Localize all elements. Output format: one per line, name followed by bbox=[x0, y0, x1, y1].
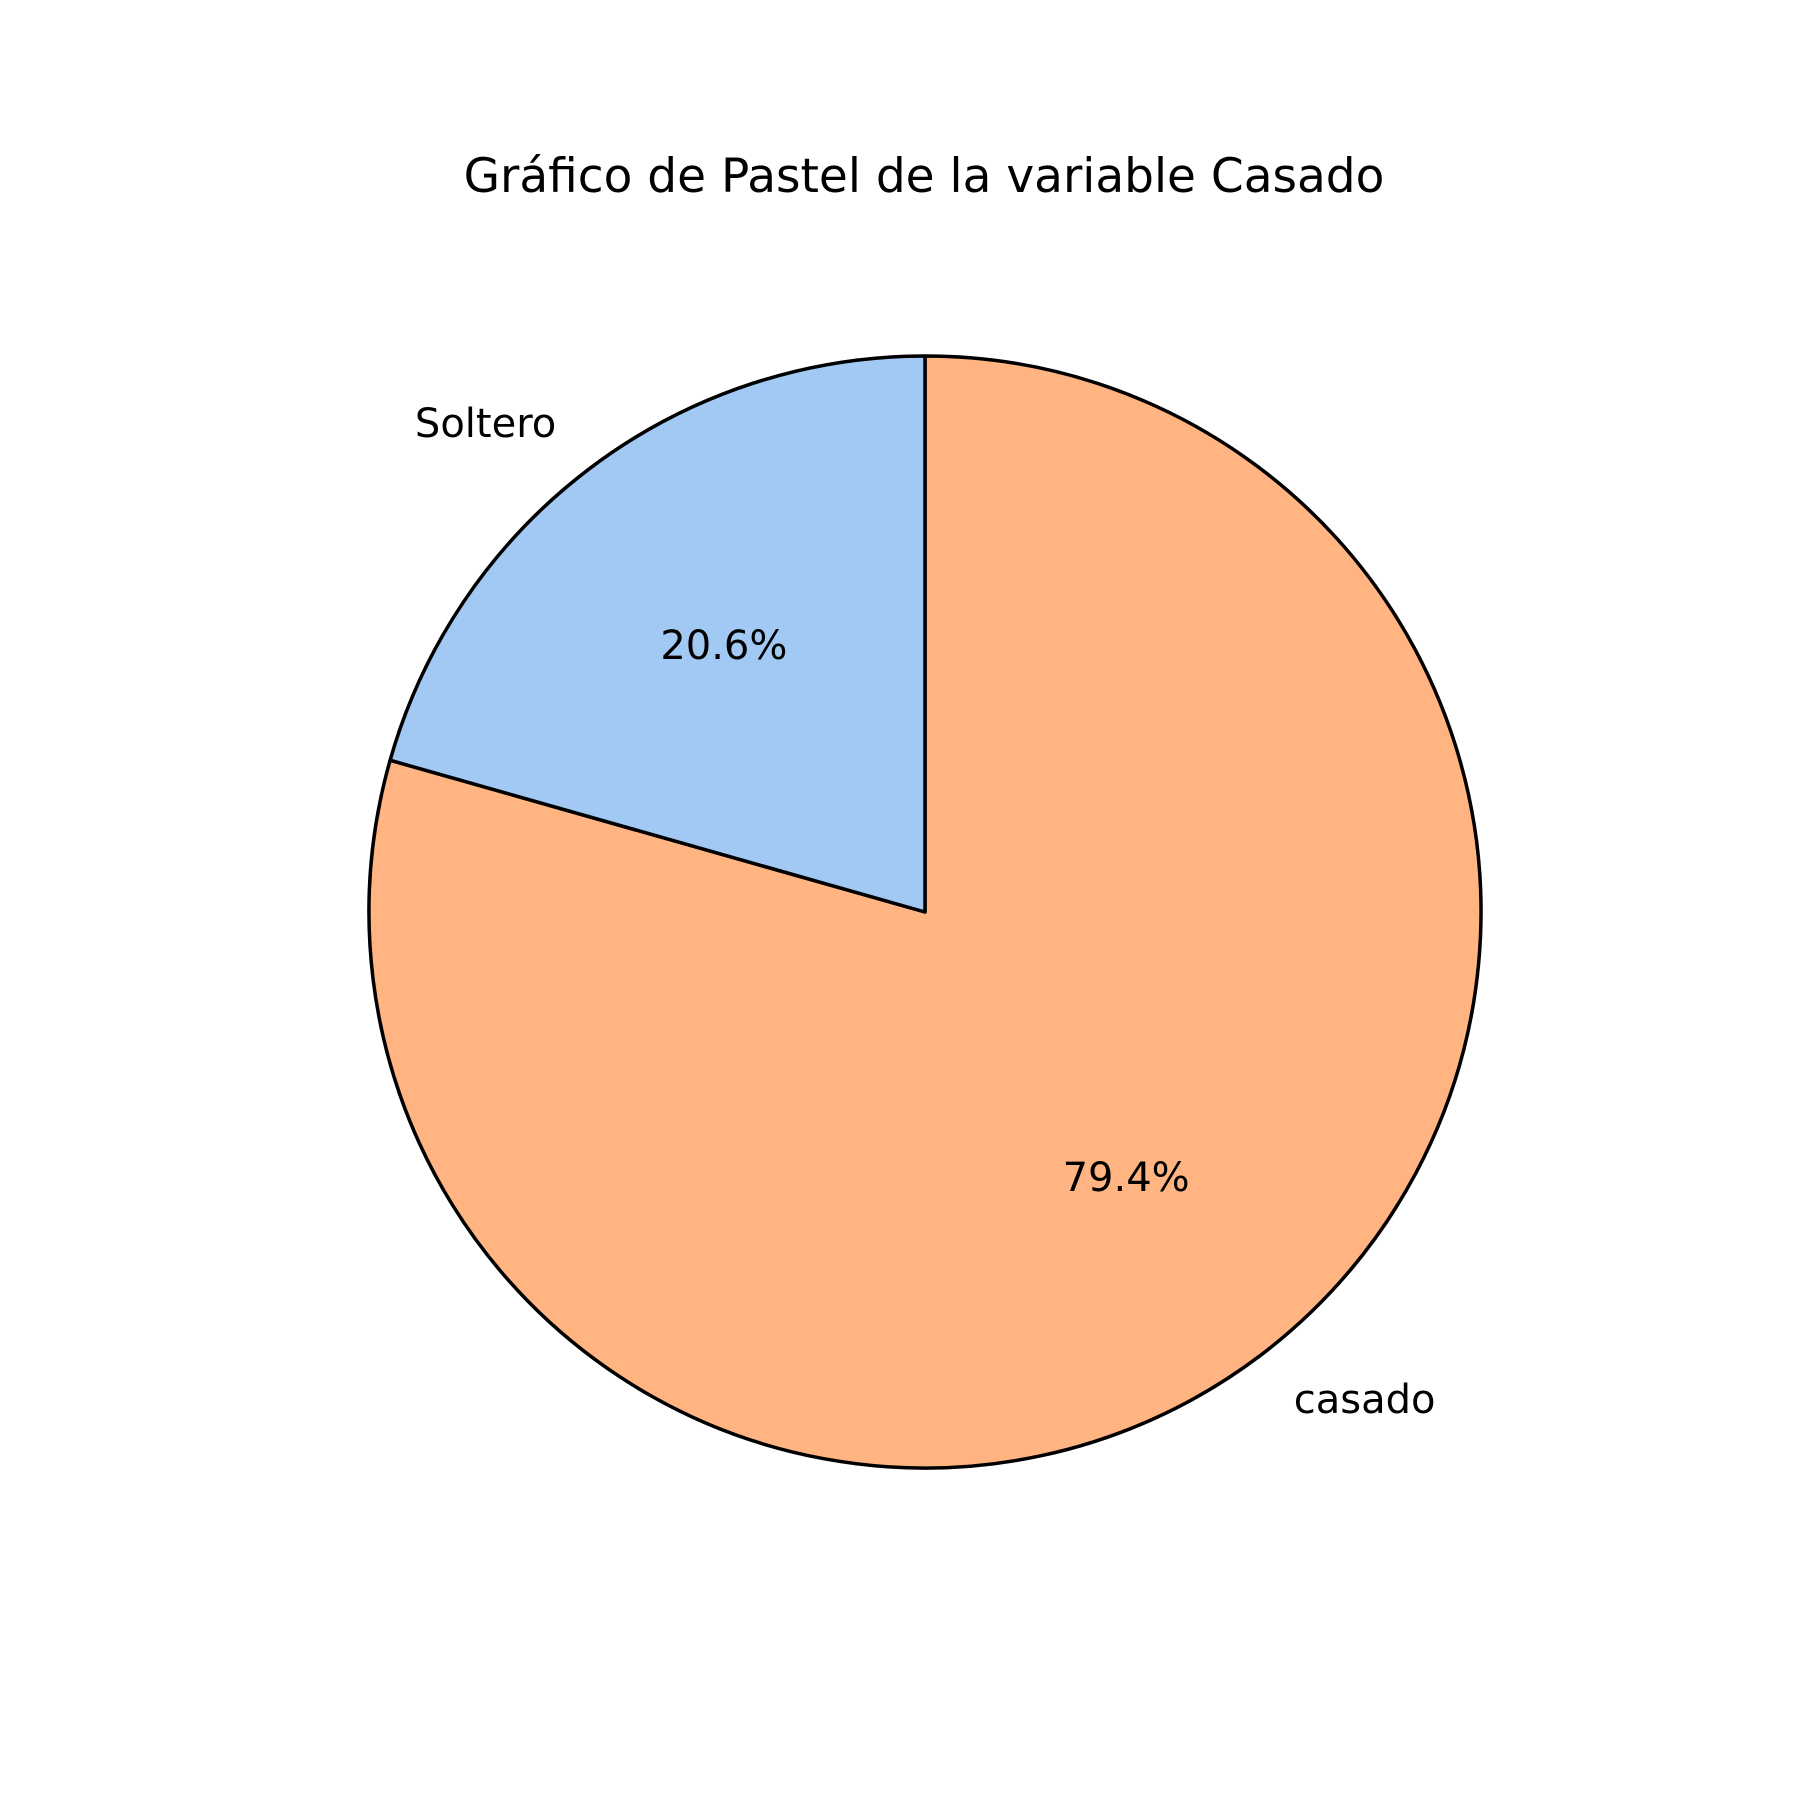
slice-label-soltero: Soltero bbox=[415, 401, 556, 447]
slice-label-casado: casado bbox=[1294, 1377, 1436, 1423]
pie-slice-casado bbox=[367, 354, 1483, 1470]
pie-slice-soltero bbox=[388, 354, 927, 914]
pie-labels: casado 79.4% Soltero 20.6% bbox=[415, 401, 1436, 1423]
percent-label-soltero: 20.6% bbox=[660, 623, 787, 669]
chart-title: Gráfico de Pastel de la variable Casado bbox=[464, 149, 1385, 204]
percent-label-casado: 79.4% bbox=[1063, 1155, 1190, 1201]
pie-slices bbox=[367, 354, 1483, 1470]
